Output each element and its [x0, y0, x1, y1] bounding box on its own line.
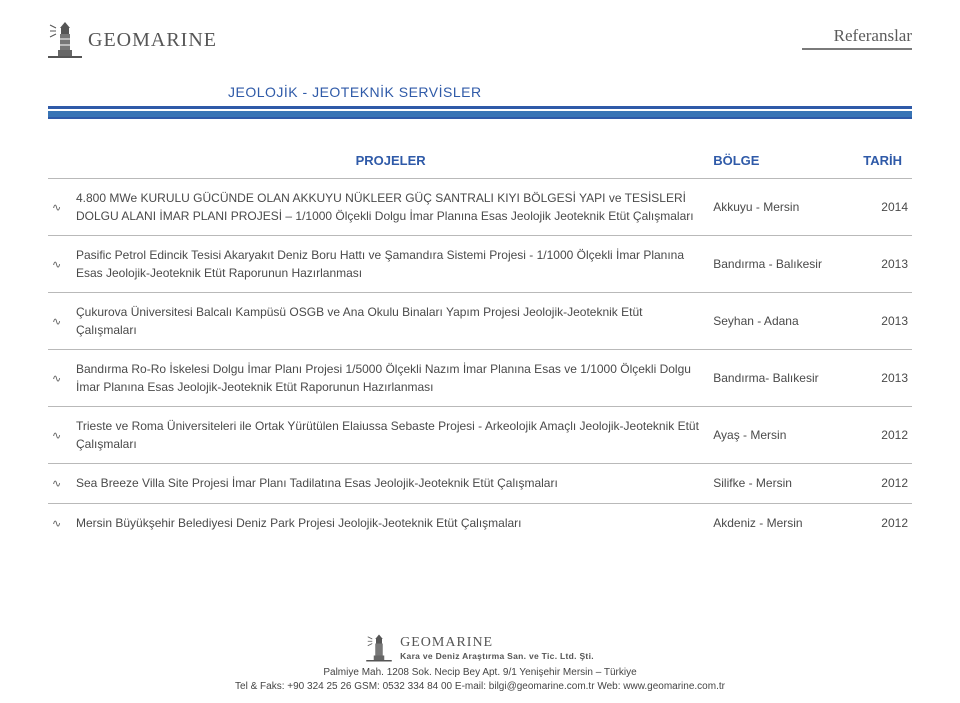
project-region: Seyhan - Adana: [709, 293, 859, 350]
footer: GEOMARINE Kara ve Deniz Araştırma San. v…: [0, 633, 960, 693]
header: GEOMARINE Referanslar: [48, 20, 912, 60]
table-header-row: PROJELER BÖLGE TARİH: [48, 147, 912, 179]
project-desc: Pasific Petrol Edincik Tesisi Akaryakıt …: [72, 236, 709, 293]
table-row: ∿ Çukurova Üniversitesi Balcalı Kampüsü O…: [48, 293, 912, 350]
table-row: ∿ Bandırma Ro-Ro İskelesi Dolgu İmar Plan…: [48, 350, 912, 407]
references-block: Referanslar: [802, 20, 912, 50]
col-region: BÖLGE: [709, 147, 859, 179]
col-year: TARİH: [859, 147, 912, 179]
project-region: Silifke - Mersin: [709, 464, 859, 504]
project-desc: Trieste ve Roma Üniversiteleri ile Ortak…: [72, 407, 709, 464]
table-row: ∿ Trieste ve Roma Üniversiteleri ile Orta…: [48, 407, 912, 464]
logo: GEOMARINE: [48, 20, 217, 60]
references-underline: [802, 48, 912, 50]
bullet-icon: ∿: [52, 202, 61, 214]
footer-contact: Tel & Faks: +90 324 25 26 GSM: 0532 334 …: [0, 680, 960, 694]
projects-table: PROJELER BÖLGE TARİH ∿ 4.800 MWe KURULU G…: [48, 147, 912, 542]
project-region: Bandırma - Balıkesir: [709, 236, 859, 293]
project-desc: Bandırma Ro-Ro İskelesi Dolgu İmar Planı…: [72, 350, 709, 407]
project-desc: Mersin Büyükşehir Belediyesi Deniz Park …: [72, 503, 709, 542]
project-region: Akdeniz - Mersin: [709, 503, 859, 542]
bullet-icon: ∿: [52, 259, 61, 271]
project-desc: Çukurova Üniversitesi Balcalı Kampüsü OS…: [72, 293, 709, 350]
bullet-icon: ∿: [52, 518, 61, 530]
section-bars: [48, 106, 912, 119]
project-year: 2013: [859, 236, 912, 293]
lighthouse-icon: [48, 20, 82, 60]
project-year: 2012: [859, 407, 912, 464]
section-title: JEOLOJİK - JEOTEKNİK SERVİSLER: [228, 84, 912, 100]
project-year: 2014: [859, 179, 912, 236]
project-year: 2012: [859, 464, 912, 504]
bullet-icon: ∿: [52, 373, 61, 385]
project-year: 2013: [859, 350, 912, 407]
project-region: Ayaş - Mersin: [709, 407, 859, 464]
table-row: ∿ Pasific Petrol Edincik Tesisi Akaryakıt…: [48, 236, 912, 293]
project-year: 2012: [859, 503, 912, 542]
footer-tagline: Kara ve Deniz Araştırma San. ve Tic. Ltd…: [400, 651, 594, 661]
table-row: ∿ 4.800 MWe KURULU GÜCÜNDE OLAN AKKUYU NÜ…: [48, 179, 912, 236]
project-region: Akkuyu - Mersin: [709, 179, 859, 236]
lighthouse-icon: [366, 633, 392, 663]
footer-address: Palmiye Mah. 1208 Sok. Necip Bey Apt. 9/…: [0, 666, 960, 680]
references-title: Referanslar: [802, 26, 912, 46]
project-year: 2013: [859, 293, 912, 350]
project-region: Bandırma- Balıkesir: [709, 350, 859, 407]
brand-name: GEOMARINE: [88, 29, 217, 52]
footer-brand: GEOMARINE: [400, 635, 594, 651]
table-row: ∿ Sea Breeze Villa Site Projesi İmar Plan…: [48, 464, 912, 504]
bullet-icon: ∿: [52, 316, 61, 328]
project-desc: 4.800 MWe KURULU GÜCÜNDE OLAN AKKUYU NÜK…: [72, 179, 709, 236]
bullet-icon: ∿: [52, 430, 61, 442]
project-desc: Sea Breeze Villa Site Projesi İmar Planı…: [72, 464, 709, 504]
bullet-icon: ∿: [52, 478, 61, 490]
footer-logo: GEOMARINE Kara ve Deniz Araştırma San. v…: [366, 633, 594, 663]
col-project: PROJELER: [72, 147, 709, 179]
table-row: ∿ Mersin Büyükşehir Belediyesi Deniz Park…: [48, 503, 912, 542]
